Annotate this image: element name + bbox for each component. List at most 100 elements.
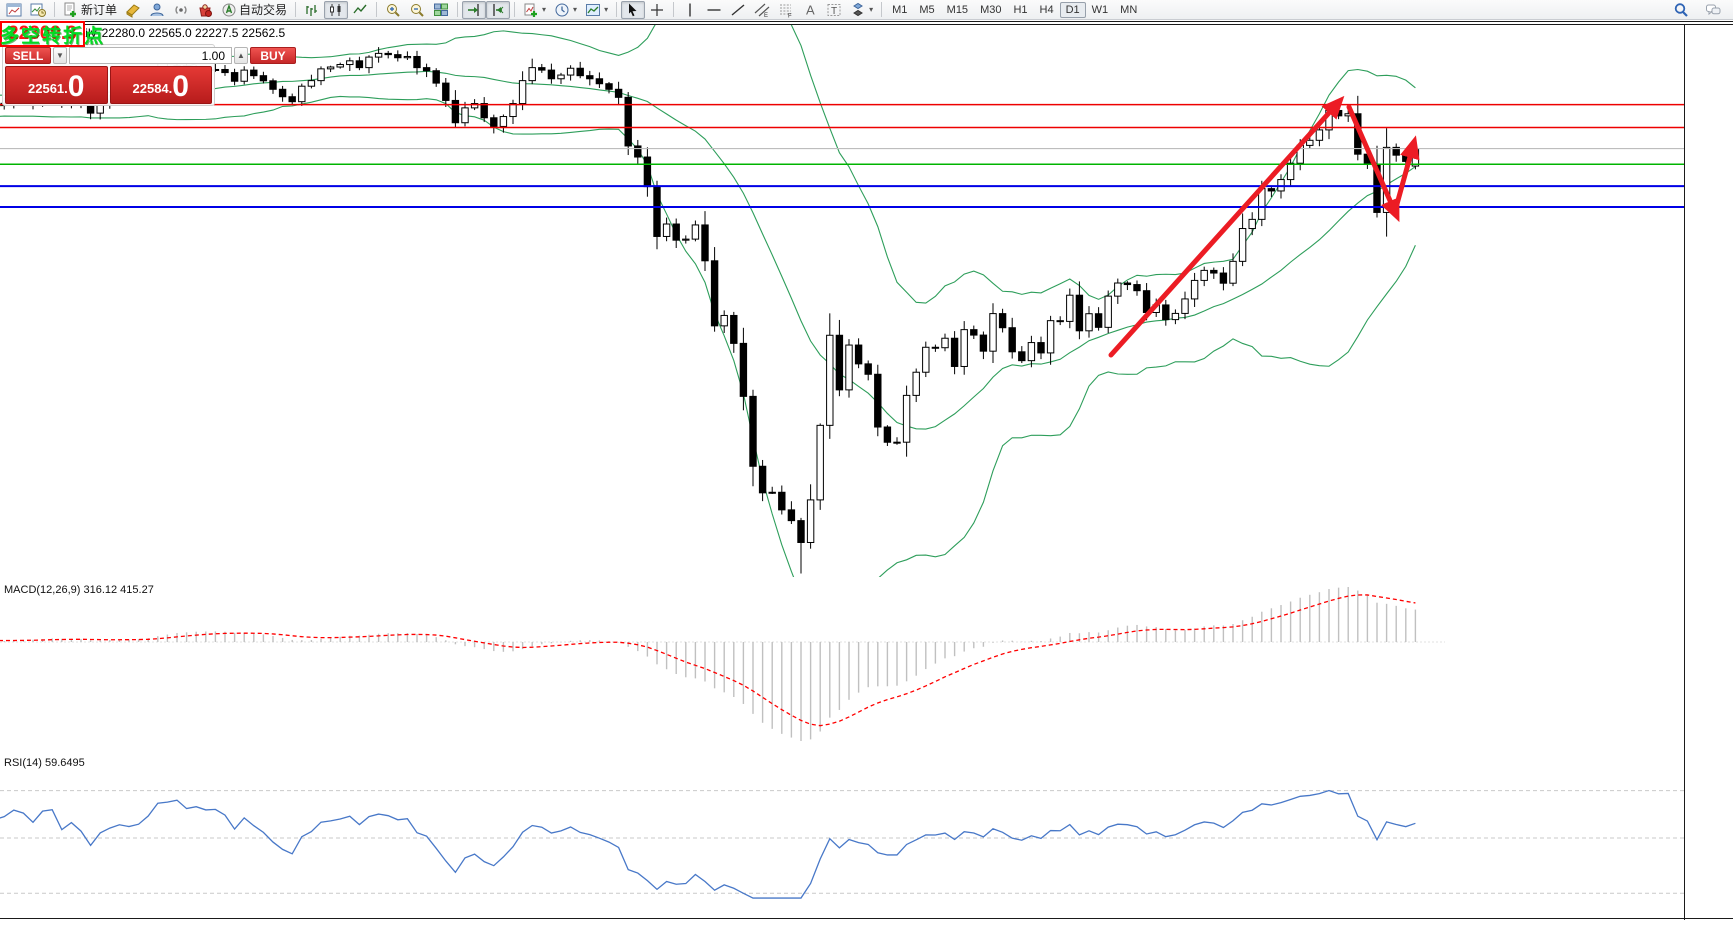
broadcast-button[interactable] [169, 1, 193, 19]
chart-shift-button[interactable] [486, 0, 511, 19]
candle-body [893, 441, 901, 444]
auto-scroll-button[interactable] [462, 0, 487, 19]
volume-increase-button[interactable]: ▲ [234, 47, 248, 64]
candle-body [1210, 269, 1218, 274]
vertical-line-button[interactable] [678, 1, 702, 19]
macd-chart[interactable] [0, 581, 1684, 750]
candle-body [538, 67, 546, 71]
candle-body [662, 223, 671, 237]
indicators-button[interactable]: ▾ [519, 1, 550, 19]
broadcast-icon [173, 2, 189, 18]
candlestick-chart[interactable] [0, 25, 1684, 577]
candle-body [720, 314, 728, 327]
timeframe-button-MN[interactable]: MN [1120, 3, 1138, 16]
sell-button[interactable]: SELL [5, 47, 51, 64]
trendline-icon [730, 2, 746, 18]
candle-body [518, 80, 527, 105]
crosshair-icon [649, 2, 665, 18]
crosshair-button[interactable] [645, 1, 669, 19]
trendline-button[interactable] [726, 1, 750, 19]
candle-body [998, 313, 1007, 329]
timeframe-button-W1[interactable]: W1 [1091, 3, 1109, 16]
candle-body [480, 103, 488, 119]
fibonacci-button[interactable]: F [774, 1, 798, 19]
volume-decrease-button[interactable]: ▼ [53, 47, 67, 64]
candle-body [1392, 146, 1400, 156]
timeframe-button-M1[interactable]: M1 [892, 3, 908, 16]
candle-body [768, 491, 776, 494]
bar-chart-button[interactable] [300, 1, 324, 19]
equidistant-channel-button[interactable]: E [750, 1, 774, 19]
zoom-out-button[interactable] [405, 1, 429, 19]
market-button[interactable] [193, 1, 217, 19]
price-axis-border [1684, 23, 1685, 920]
candle-body [1094, 313, 1103, 328]
horizontal-line-button[interactable] [702, 1, 726, 19]
price-callout-label[interactable]: 22309.3 [0, 21, 85, 47]
timeframe-button-M30[interactable]: M30 [980, 3, 1002, 16]
tick-chart-button[interactable] [26, 1, 50, 19]
candle-body [259, 75, 268, 82]
timeframe-button-D1[interactable]: D1 [1059, 1, 1086, 18]
candle-body [902, 394, 911, 443]
line-chart-button[interactable] [348, 1, 372, 19]
arrows-icon [850, 2, 866, 18]
candle-body [576, 67, 584, 77]
buy-price-display[interactable]: 22584. 0 [109, 66, 212, 104]
autotrading-icon [221, 2, 237, 18]
price-chart-canvas[interactable] [0, 25, 1684, 577]
turning-point-annotation[interactable]: 多空转折点 [0, 26, 106, 47]
periods-button[interactable]: ▾ [550, 1, 581, 19]
chat-button[interactable] [1701, 1, 1725, 19]
zoom-in-button[interactable] [381, 1, 405, 19]
signals-button[interactable] [145, 1, 169, 19]
cursor-button[interactable] [621, 0, 646, 19]
buy-button[interactable]: BUY [250, 47, 296, 64]
sell-price-display[interactable]: 22561. 0 [5, 66, 108, 104]
candlestick-button[interactable] [324, 0, 349, 19]
timeframe-button-H4[interactable]: H4 [1039, 3, 1054, 16]
chevron-down-icon: ▾ [542, 5, 547, 14]
svg-text:F: F [788, 13, 792, 18]
arrows-button[interactable]: ▾ [846, 1, 877, 19]
candle-body [1104, 295, 1112, 328]
zoom-out-icon [409, 2, 425, 18]
candle-body [346, 60, 354, 66]
toolbar-separator [376, 2, 378, 17]
chat-icon [1705, 2, 1721, 18]
candle-body [384, 52, 392, 56]
macd-signal-line [0, 594, 1416, 727]
templates-button[interactable]: ▾ [581, 1, 612, 19]
candle-body [1075, 294, 1084, 332]
tick-chart-icon [30, 2, 46, 18]
candle-body [1238, 228, 1247, 262]
candle-body [1181, 298, 1189, 314]
timeframe-button-H1[interactable]: H1 [1013, 3, 1028, 16]
rsi-indicator-canvas[interactable] [0, 754, 1684, 918]
metaeditor-button[interactable] [121, 1, 145, 19]
text-button[interactable]: A [798, 1, 822, 19]
candle-body [691, 224, 700, 240]
tile-windows-button[interactable] [429, 1, 453, 19]
rsi-chart[interactable] [0, 754, 1684, 918]
search-button[interactable] [1669, 1, 1693, 19]
text-label-button[interactable]: T [822, 1, 846, 19]
autotrading-button[interactable]: 自动交易 [217, 1, 291, 19]
chart-shift-icon [490, 2, 506, 18]
candle-body [835, 334, 844, 391]
candle-body [394, 54, 402, 59]
chart-window[interactable]: ▲ JPN225-,Daily 22280.0 22565.0 22227.5 … [0, 21, 1733, 937]
new-chart-button[interactable] [2, 1, 26, 19]
svg-text:A: A [806, 2, 815, 17]
macd-indicator-canvas[interactable] [0, 581, 1684, 750]
rsi-pane-splitter[interactable] [0, 21, 1733, 25]
timeframe-button-M15[interactable]: M15 [946, 3, 969, 16]
toolbar-separator [514, 2, 516, 17]
new-order-button[interactable]: 新订单 [59, 1, 121, 19]
macd-label: MACD(12,26,9) 316.12 415.27 [4, 584, 154, 596]
timeframe-button-M5[interactable]: M5 [919, 3, 935, 16]
volume-input[interactable] [69, 47, 232, 64]
chevron-down-icon: ▾ [573, 5, 578, 14]
candle-body [864, 363, 872, 375]
